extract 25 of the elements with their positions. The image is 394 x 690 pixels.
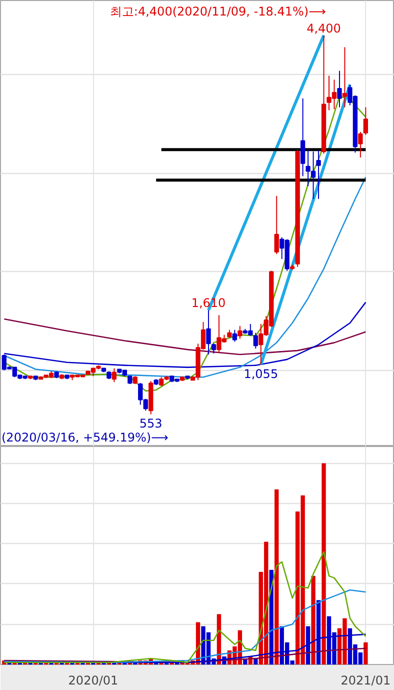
text: 최고:4,400(2020/11/09, -18.41%)⟶ — [110, 4, 326, 18]
bar — [254, 658, 258, 664]
text: (2020/03/16, +549.19%)⟶ — [2, 430, 168, 444]
candlestick — [112, 368, 117, 383]
candlestick — [342, 46, 348, 108]
candlestick — [274, 195, 279, 255]
candlestick — [232, 329, 238, 342]
candlestick — [363, 106, 368, 136]
candlestick — [316, 150, 321, 200]
candlestick — [337, 70, 342, 108]
annotation: 4,400 — [306, 21, 341, 36]
candlestick — [211, 343, 216, 354]
bar — [274, 489, 279, 664]
candlestick — [238, 325, 242, 340]
bar — [322, 463, 326, 664]
x-tick-label: 2020/01 — [68, 674, 118, 688]
annotation: 1,055 — [244, 366, 278, 381]
candlestick — [253, 332, 258, 350]
x-tick-label: 2021/01 — [340, 674, 391, 688]
candlestick — [206, 310, 211, 355]
bar — [311, 576, 316, 664]
annotation: 553 — [139, 416, 162, 430]
candlestick — [300, 98, 306, 177]
candlestick — [358, 131, 363, 158]
bar — [364, 642, 368, 664]
